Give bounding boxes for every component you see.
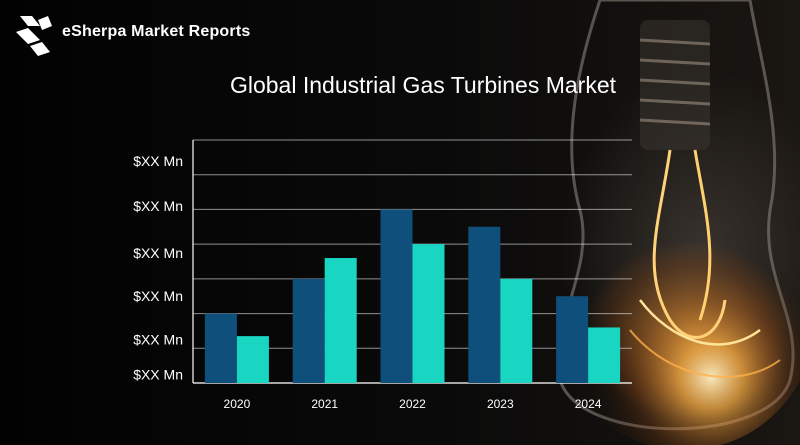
brand: eSherpa Market Reports bbox=[12, 10, 250, 58]
brand-name: eSherpa Market Reports bbox=[62, 23, 251, 40]
y-tick-label: $XX Mn bbox=[133, 245, 183, 261]
x-tick-labels: 2020 2021 2022 2023 2024 bbox=[224, 397, 602, 411]
bar-2022-dark bbox=[380, 209, 413, 383]
y-tick-labels: $XX Mn $XX Mn $XX Mn $XX Mn $XX Mn $XX Mn bbox=[133, 153, 183, 382]
bar-2020-light bbox=[236, 336, 269, 383]
bar-2024-dark bbox=[556, 296, 589, 383]
x-tick-label: 2023 bbox=[487, 397, 514, 411]
bar-2022-light bbox=[412, 244, 445, 383]
esherpa-logo-icon bbox=[16, 16, 52, 56]
bars bbox=[204, 209, 621, 383]
bar-2023-light bbox=[500, 278, 533, 383]
x-tick-label: 2024 bbox=[575, 397, 602, 411]
bar-2020-dark bbox=[204, 313, 237, 383]
y-tick-label: $XX Mn bbox=[133, 332, 183, 348]
x-tick-label: 2021 bbox=[311, 397, 338, 411]
bar-2021-dark bbox=[292, 278, 325, 383]
x-tick-label: 2020 bbox=[224, 397, 251, 411]
bar-2021-light bbox=[324, 258, 357, 383]
bar-2023-dark bbox=[468, 226, 501, 383]
y-tick-label: $XX Mn bbox=[133, 198, 183, 214]
bar-2024-light bbox=[588, 327, 621, 383]
chart-title: Global Industrial Gas Turbines Market bbox=[229, 72, 617, 98]
y-tick-label: $XX Mn bbox=[133, 366, 183, 382]
y-tick-label: $XX Mn bbox=[133, 153, 183, 169]
y-tick-label: $XX Mn bbox=[133, 288, 183, 304]
x-tick-label: 2022 bbox=[399, 397, 426, 411]
